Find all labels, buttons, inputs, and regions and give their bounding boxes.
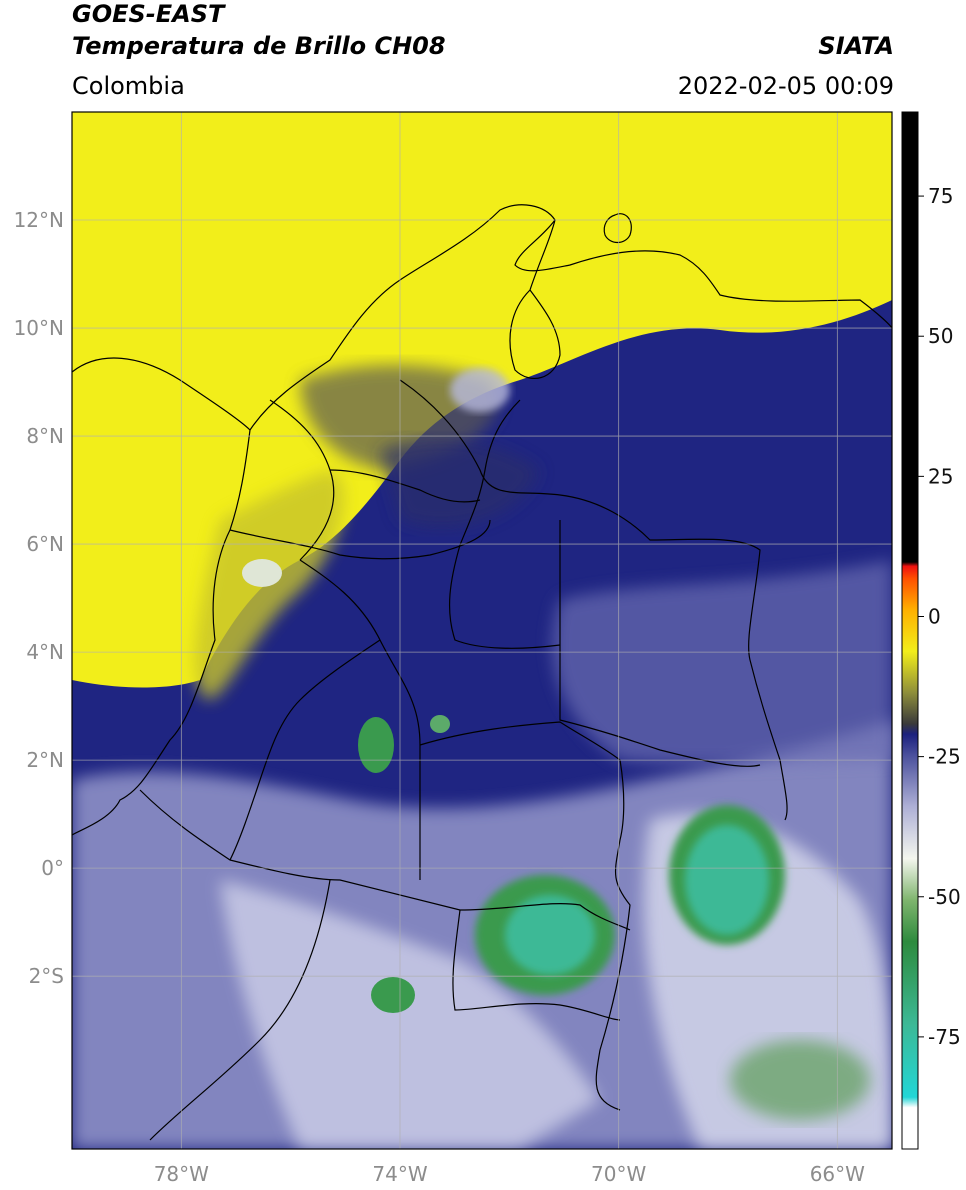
colorbar-tick-label: -50 [928, 885, 961, 909]
lon-tick-label: 66°W [810, 1162, 865, 1186]
lon-tick-label: 70°W [591, 1162, 646, 1186]
lat-tick-label: 8°N [26, 424, 64, 448]
lat-tick-label: 12°N [14, 208, 64, 232]
satellite-title: GOES-EAST [72, 0, 225, 28]
colorbar-tick-label: -75 [928, 1025, 961, 1049]
colorbar-tick-label: 25 [928, 464, 953, 488]
product-title: Temperatura de Brillo CH08 [72, 32, 446, 60]
lat-tick-label: 0° [41, 856, 64, 880]
colorbar-frame [901, 111, 919, 1150]
lon-tick-labels: 78°W 74°W 70°W 66°W [154, 1162, 865, 1186]
colorbar-tick-label: 50 [928, 324, 953, 348]
colorbar-tick-label: -25 [928, 745, 961, 769]
map-frame [71, 111, 893, 1150]
lat-tick-label: 4°N [26, 640, 64, 664]
lat-tick-label: 6°N [26, 532, 64, 556]
colorbar-tick-label: 0 [928, 604, 941, 628]
region-label: Colombia [72, 72, 185, 100]
timestamp-label: 2022-02-05 00:09 [677, 72, 894, 100]
colorbar-tick-label: 75 [928, 184, 953, 208]
lat-tick-label: 2°S [29, 964, 64, 988]
gridlines [72, 112, 892, 1149]
lon-tick-label: 78°W [154, 1162, 209, 1186]
lon-tick-label: 74°W [372, 1162, 427, 1186]
borders [72, 204, 892, 1141]
lat-tick-label: 2°N [26, 748, 64, 772]
colorbar-tick-labels: 75 50 25 0 -25 -50 -75 [918, 184, 961, 1049]
satellite-image [72, 112, 892, 1149]
lat-tick-label: 10°N [14, 316, 64, 340]
organization-label: SIATA [818, 32, 894, 60]
lat-tick-labels: 12°N 10°N 8°N 6°N 4°N 2°N 0° 2°S [14, 208, 64, 988]
colorbar [902, 112, 918, 1149]
